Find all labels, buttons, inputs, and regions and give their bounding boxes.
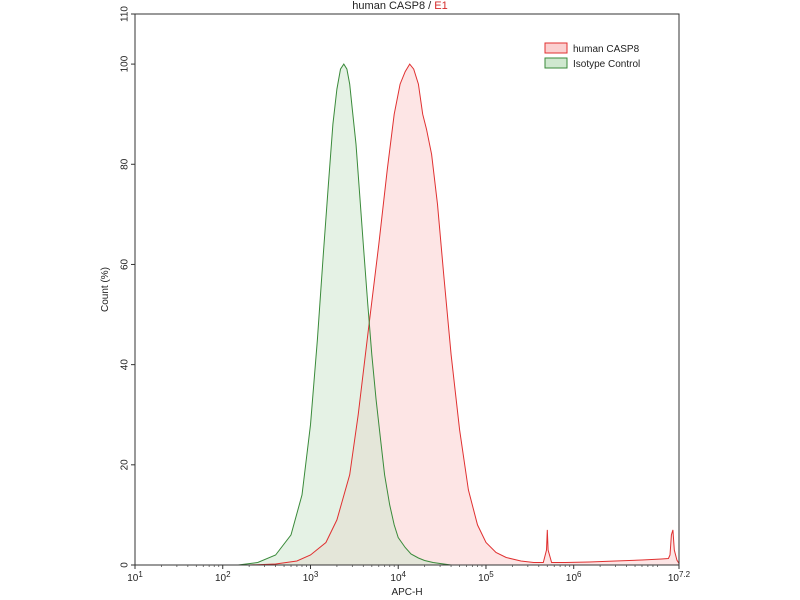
y-tick-label: 40 (120, 359, 131, 371)
x-tick-base: 10 (215, 573, 227, 584)
x-tick-base: 10 (566, 573, 578, 584)
chart-title-separator: / (425, 0, 435, 12)
x-tick-label: 101 (127, 570, 143, 584)
series-line-0 (249, 63, 680, 566)
y-axis-ticks: 0 20 40 60 80 100 110 (120, 6, 135, 568)
y-tick-label: 80 (120, 158, 131, 170)
y-tick-label: 100 (120, 55, 131, 72)
y-tick-label: 60 (120, 258, 131, 270)
x-tick-label: 107.2 (668, 570, 691, 584)
series-line-1 (238, 63, 452, 566)
y-tick-label: 20 (120, 459, 131, 471)
y-tick-label: 110 (120, 6, 131, 22)
chart-title-text: human CASP8 (352, 0, 426, 12)
x-tick-base: 10 (478, 573, 490, 584)
x-tick-exponent: 5 (489, 570, 494, 579)
x-tick-base: 10 (390, 573, 402, 584)
legend-swatch-1 (544, 57, 568, 69)
x-tick-exponent: 6 (577, 570, 582, 579)
x-tick-base: 10 (303, 573, 315, 584)
x-tick-base: 10 (127, 573, 139, 584)
x-tick-base: 10 (668, 573, 680, 584)
y-tick-label: 0 (120, 562, 131, 568)
x-tick-label: 106 (566, 570, 582, 584)
x-tick-label: 102 (215, 570, 231, 584)
legend: human CASP8 Isotype Control (544, 42, 640, 70)
series-area-1 (238, 64, 452, 565)
legend-swatch-0 (544, 42, 568, 54)
chart-title: human CASP8 / E1 (0, 0, 800, 12)
x-tick-label: 104 (390, 570, 406, 584)
x-tick-exponent: 1 (138, 570, 143, 579)
x-axis-label: APC-H (391, 587, 422, 598)
x-tick-exponent: 3 (314, 570, 319, 579)
x-tick-exponent: 7.2 (679, 570, 691, 579)
series-areas (238, 64, 679, 565)
series-lines (238, 63, 680, 566)
x-tick-exponent: 2 (226, 570, 231, 579)
x-tick-label: 103 (303, 570, 319, 584)
legend-label-1: Isotype Control (573, 59, 640, 70)
legend-label-0: human CASP8 (573, 44, 640, 55)
x-tick-label: 105 (478, 570, 494, 584)
x-axis-ticks: 101 102 103 104 105 106 107.2 (127, 565, 691, 584)
chart-title-gate: E1 (434, 0, 448, 12)
x-tick-exponent: 4 (402, 570, 407, 579)
y-axis-label: Count (%) (100, 267, 111, 312)
plot-frame (134, 13, 680, 566)
